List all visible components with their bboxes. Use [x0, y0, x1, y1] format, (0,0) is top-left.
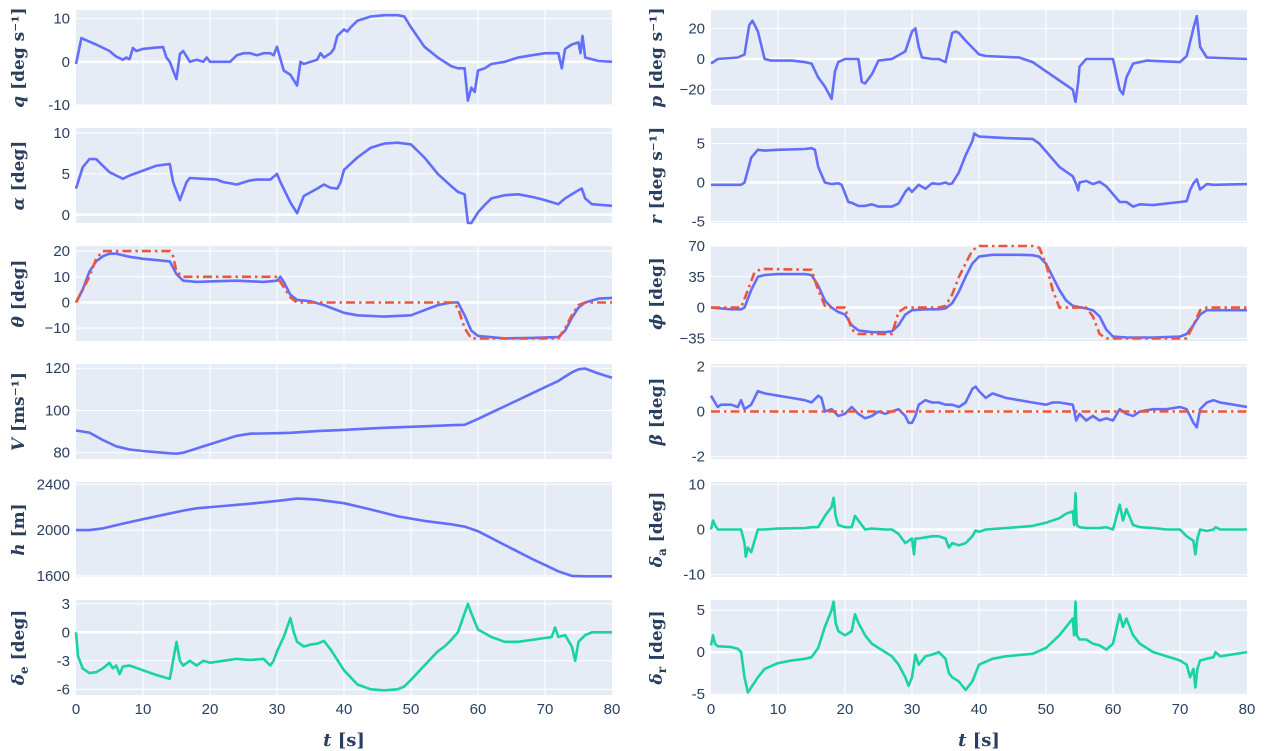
series-line	[710, 14, 1248, 104]
y-tick-label: -5	[692, 686, 705, 703]
y-axis-label: h [m]	[9, 503, 29, 555]
y-axis-label: V [ms⁻¹]	[9, 372, 29, 451]
x-tick-label: 30	[904, 701, 921, 718]
y-tick-label: 70	[688, 238, 705, 255]
y-tick-label: 2	[697, 358, 705, 375]
x-tick-label: 50	[1038, 701, 1055, 718]
x-tick-label: 20	[202, 701, 219, 718]
x-tick-label: 40	[336, 701, 353, 718]
subplot-V: 80 100 120 V [ms⁻¹]	[9, 360, 613, 462]
series-line	[711, 132, 1248, 208]
subplot-theta: −10 0 10 20 θ [deg]	[9, 243, 613, 341]
x-tick-label: 10	[135, 701, 152, 718]
x-tick-label: 0	[72, 701, 80, 718]
y-tick-label: −35	[680, 330, 705, 347]
series-line	[74, 602, 612, 692]
y-tick-label: 0	[697, 51, 705, 68]
y-tick-label: 0	[62, 54, 70, 71]
y-tick-label: 10	[688, 476, 705, 493]
subplot-r: -5 0 5 r [deg s⁻¹]	[647, 127, 1248, 230]
y-axis-label: p [deg s⁻¹]	[647, 7, 667, 107]
y-tick-label: 0	[62, 294, 70, 311]
y-axis-label: θ [deg]	[9, 260, 29, 328]
x-axis-label: t [s]	[958, 730, 1000, 751]
x-tick-label: 80	[1239, 701, 1256, 718]
y-tick-label: 0	[697, 644, 705, 661]
series-line	[710, 253, 1247, 339]
series-line	[709, 385, 1248, 429]
y-axis-label: q [deg s⁻¹]	[9, 7, 29, 107]
subplot-phi: −35 0 35 70 ϕ [deg]	[647, 238, 1247, 347]
reference-line	[74, 249, 612, 340]
y-tick-label: 1600	[37, 568, 70, 585]
y-axis-label: δe [deg]	[9, 610, 31, 687]
y-axis-label: δr [deg]	[647, 610, 669, 685]
subplot-delta_a: -10 0 10 δa [deg]	[647, 476, 1247, 584]
y-tick-label: 0	[697, 522, 705, 539]
x-tick-label: 60	[470, 701, 487, 718]
series-line	[75, 367, 613, 455]
series-line	[74, 13, 613, 102]
x-tick-label: 70	[1172, 701, 1189, 718]
y-tick-label: 100	[45, 402, 70, 419]
y-tick-label: 5	[697, 136, 705, 153]
y-tick-label: -2	[692, 449, 705, 466]
y-tick-label: 20	[53, 243, 70, 260]
y-tick-label: 20	[688, 20, 705, 37]
y-tick-label: 2400	[37, 476, 70, 493]
x-tick-label: 50	[403, 701, 420, 718]
x-tick-label: 80	[604, 701, 621, 718]
y-tick-label: −10	[45, 320, 70, 337]
subplot-beta: -2 0 2 β [deg]	[647, 358, 1248, 466]
subplot-alpha: 0 5 10 α [deg]	[9, 125, 613, 225]
subplot-p: −20 0 20 p [deg s⁻¹]	[647, 7, 1248, 108]
subplot-delta_e: -6 -3 0 3 δe [deg] 0 10 20 30 40 50 60 70 80 t [s]	[9, 596, 620, 751]
y-tick-label: 120	[45, 360, 70, 377]
subplot-q: -10 0 10 q [deg s⁻¹]	[9, 7, 613, 114]
y-tick-label: 5	[697, 602, 705, 619]
y-tick-label: -6	[57, 681, 70, 698]
y-axis-label: r [deg s⁻¹]	[647, 127, 667, 224]
y-tick-label: 10	[53, 125, 70, 142]
x-tick-label: 0	[707, 701, 715, 718]
x-tick-label: 30	[269, 701, 286, 718]
y-tick-label: -5	[692, 213, 705, 230]
subplot-h: 1600 2000 2400 h [m]	[9, 476, 612, 585]
y-tick-label: 10	[53, 269, 70, 286]
y-tick-label: 0	[62, 624, 70, 641]
y-axis-label: β [deg]	[647, 378, 667, 447]
series-line	[76, 497, 612, 578]
y-tick-label: 3	[62, 596, 70, 613]
y-tick-label: −20	[680, 82, 705, 99]
y-axis-label: α [deg]	[9, 141, 29, 211]
series-line	[74, 141, 613, 225]
x-tick-label: 60	[1105, 701, 1122, 718]
x-tick-label: 20	[837, 701, 854, 718]
y-tick-label: -10	[48, 97, 70, 114]
x-tick-label: 70	[537, 701, 554, 718]
y-axis-label: δa [deg]	[647, 492, 669, 569]
y-tick-label: 80	[53, 445, 70, 462]
y-tick-label: -3	[57, 653, 70, 670]
y-tick-label: 0	[697, 175, 705, 192]
series-line	[709, 492, 1247, 558]
y-tick-label: 10	[53, 11, 70, 28]
y-tick-label: 35	[688, 269, 705, 286]
x-tick-label: 10	[770, 701, 787, 718]
y-tick-label: 0	[697, 300, 705, 317]
y-tick-label: 0	[697, 404, 705, 421]
y-tick-label: 0	[62, 207, 70, 224]
y-tick-label: -10	[683, 567, 705, 584]
reference-line	[711, 244, 1247, 340]
y-tick-label: 5	[62, 166, 70, 183]
y-axis-label: ϕ [deg]	[647, 257, 667, 330]
series-line	[709, 600, 1248, 694]
x-tick-label: 40	[971, 701, 988, 718]
y-tick-label: 2000	[37, 522, 70, 539]
x-axis-label: t [s]	[323, 730, 365, 751]
